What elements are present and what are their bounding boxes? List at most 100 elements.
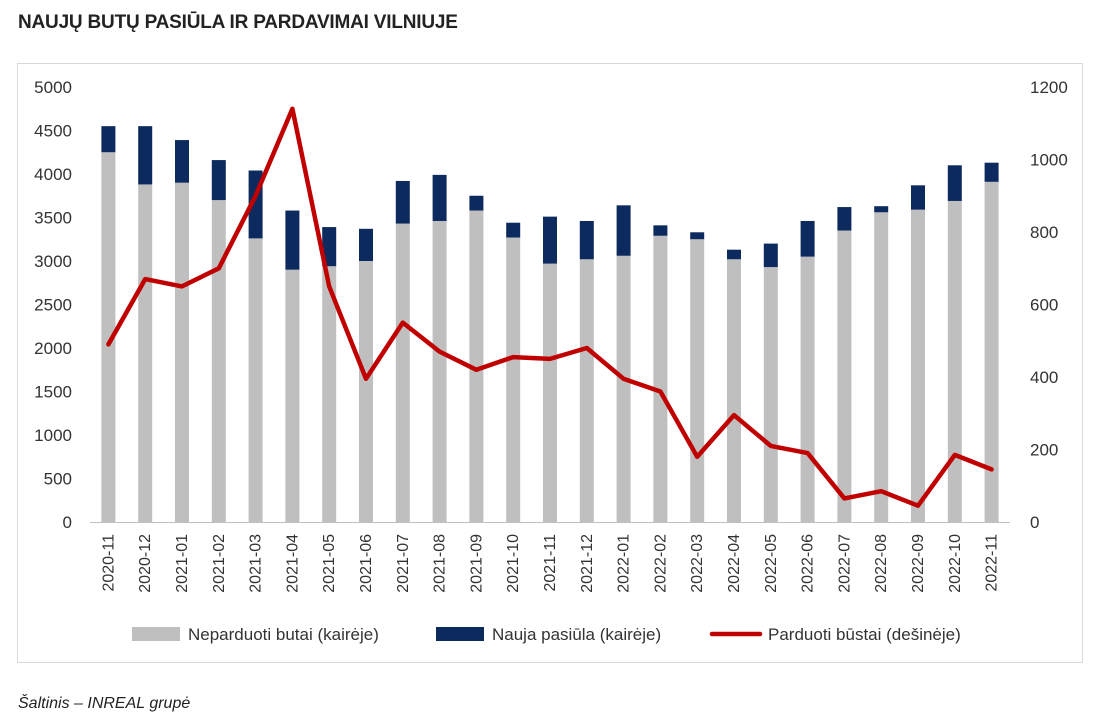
bar-unsold-2022-02 (653, 235, 668, 522)
bar-new-2021-05 (322, 227, 337, 267)
x-tick-label: 2021-03 (248, 534, 265, 593)
chart-frame (17, 63, 1083, 663)
bar-new-2021-04 (285, 210, 300, 270)
bar-new-2021-06 (359, 228, 373, 261)
y-left-tick-label: 4500 (34, 122, 72, 141)
legend-label-sold: Parduoti būstai (dešinėje) (768, 625, 961, 644)
x-tick-label: 2021-06 (358, 534, 375, 593)
bar-new-2022-03 (690, 232, 705, 240)
y-right-tick-label: 800 (1030, 223, 1058, 242)
bar-new-2022-07 (837, 207, 852, 231)
bar-new-2022-02 (653, 225, 668, 236)
bar-new-2022-05 (763, 243, 778, 268)
x-axis: 2020-11 2020-12 2021-01 2021-02 2021-03 2021-… (90, 522, 1010, 593)
y-left-tick-label: 500 (44, 470, 72, 489)
bar-new-2022-09 (911, 185, 925, 210)
bar-unsold-2022-03 (690, 239, 705, 522)
x-tick-label: 2022-06 (800, 534, 817, 593)
y-right-tick-label: 600 (1030, 296, 1058, 315)
y-axis-left: 0 500 1000 1500 2000 2500 3000 3500 4000 4500 5000 (34, 78, 72, 532)
bar-unsold-2021-06 (359, 261, 373, 522)
bar-unsold-2021-01 (175, 182, 189, 522)
bar-new-2021-11 (543, 216, 557, 264)
y-right-tick-label: 1000 (1030, 151, 1068, 170)
series-line-sold (106, 106, 994, 508)
bar-new-2020-11 (101, 126, 116, 153)
bar-unsold-2022-08 (874, 212, 889, 522)
bar-new-2022-04 (727, 249, 741, 260)
x-tick-label: 2021-12 (579, 534, 596, 593)
y-left-tick-label: 5000 (34, 78, 72, 97)
bar-unsold-2022-05 (763, 267, 778, 522)
legend: Neparduoti butai (kairėje) Nauja pasiūla … (132, 625, 961, 644)
y-left-tick-label: 3500 (34, 209, 72, 228)
bar-unsold-2021-08 (432, 220, 447, 523)
y-right-tick-label: 400 (1030, 368, 1058, 387)
legend-label-unsold: Neparduoti butai (kairėje) (188, 625, 379, 644)
line-layer (106, 106, 994, 508)
y-left-tick-label: 1500 (34, 383, 72, 402)
bar-new-2021-09 (469, 195, 484, 211)
bar-new-2020-12 (138, 126, 153, 185)
y-left-tick-label: 2500 (34, 296, 72, 315)
bar-unsold-2021-03 (248, 238, 263, 522)
bar-unsold-2020-12 (138, 184, 153, 522)
y-left-tick-label: 3000 (34, 252, 72, 271)
bar-unsold-2021-05 (322, 266, 337, 522)
bar-unsold-2021-07 (395, 223, 410, 522)
y-left-tick-label: 1000 (34, 426, 72, 445)
bar-unsold-2021-12 (579, 259, 594, 522)
x-tick-label: 2022-09 (910, 534, 927, 593)
bar-unsold-2022-10 (947, 200, 962, 522)
y-left-tick-label: 4000 (34, 165, 72, 184)
bar-new-2022-10 (947, 165, 962, 201)
x-tick-label: 2021-11 (542, 534, 559, 592)
bar-new-2022-11 (984, 162, 999, 182)
x-tick-label: 2022-04 (726, 534, 743, 593)
y-left-tick-label: 0 (63, 513, 72, 532)
x-tick-label: 2021-07 (395, 534, 412, 593)
bar-new-2022-01 (616, 205, 631, 256)
bar-new-2021-02 (211, 160, 226, 201)
bar-unsold-2021-04 (285, 269, 300, 522)
legend-label-new: Nauja pasiūla (kairėje) (492, 625, 661, 644)
x-tick-label: 2021-02 (211, 534, 228, 593)
y-right-tick-label: 1200 (1030, 78, 1068, 97)
x-tick-label: 2022-05 (763, 534, 780, 593)
bar-unsold-2021-10 (506, 237, 521, 522)
y-right-tick-label: 0 (1030, 513, 1039, 532)
bar-new-2021-08 (432, 174, 447, 221)
bar-unsold-2022-09 (911, 209, 925, 523)
x-tick-label: 2020-12 (137, 534, 154, 593)
x-tick-label: 2022-03 (689, 534, 706, 593)
bar-new-2022-08 (874, 206, 889, 213)
bar-new-2021-10 (506, 222, 521, 238)
y-left-tick-label: 2000 (34, 339, 72, 358)
x-tick-label: 2022-11 (984, 534, 1001, 592)
x-tick-label: 2021-09 (468, 534, 485, 593)
y-axis-right: 0 200 400 600 800 1000 1200 (1030, 78, 1068, 532)
legend-swatch-unsold (132, 627, 180, 641)
x-tick-label: 2021-04 (284, 534, 301, 593)
bar-unsold-2020-11 (101, 152, 116, 522)
source-note: Šaltinis – INREAL grupė (18, 695, 191, 712)
bar-new-2021-12 (579, 220, 594, 260)
bar-unsold-2021-02 (211, 200, 226, 522)
bar-unsold-2022-01 (616, 255, 631, 522)
x-tick-label: 2022-01 (616, 534, 633, 593)
bar-unsold-2022-06 (800, 256, 815, 522)
x-tick-label: 2021-01 (174, 534, 191, 593)
bar-new-2022-06 (800, 220, 815, 257)
x-tick-label: 2022-02 (652, 534, 669, 593)
y-right-tick-label: 200 (1030, 441, 1058, 460)
bar-new-2021-01 (175, 140, 189, 183)
x-tick-label: 2022-10 (947, 534, 964, 593)
bar-unsold-2022-04 (727, 259, 741, 522)
x-tick-label: 2021-08 (432, 534, 449, 593)
bars-layer (101, 126, 999, 523)
x-tick-label: 2020-11 (100, 534, 117, 592)
bar-unsold-2021-11 (543, 263, 557, 522)
bar-unsold-2022-07 (837, 230, 852, 523)
x-tick-label: 2022-07 (836, 534, 853, 593)
